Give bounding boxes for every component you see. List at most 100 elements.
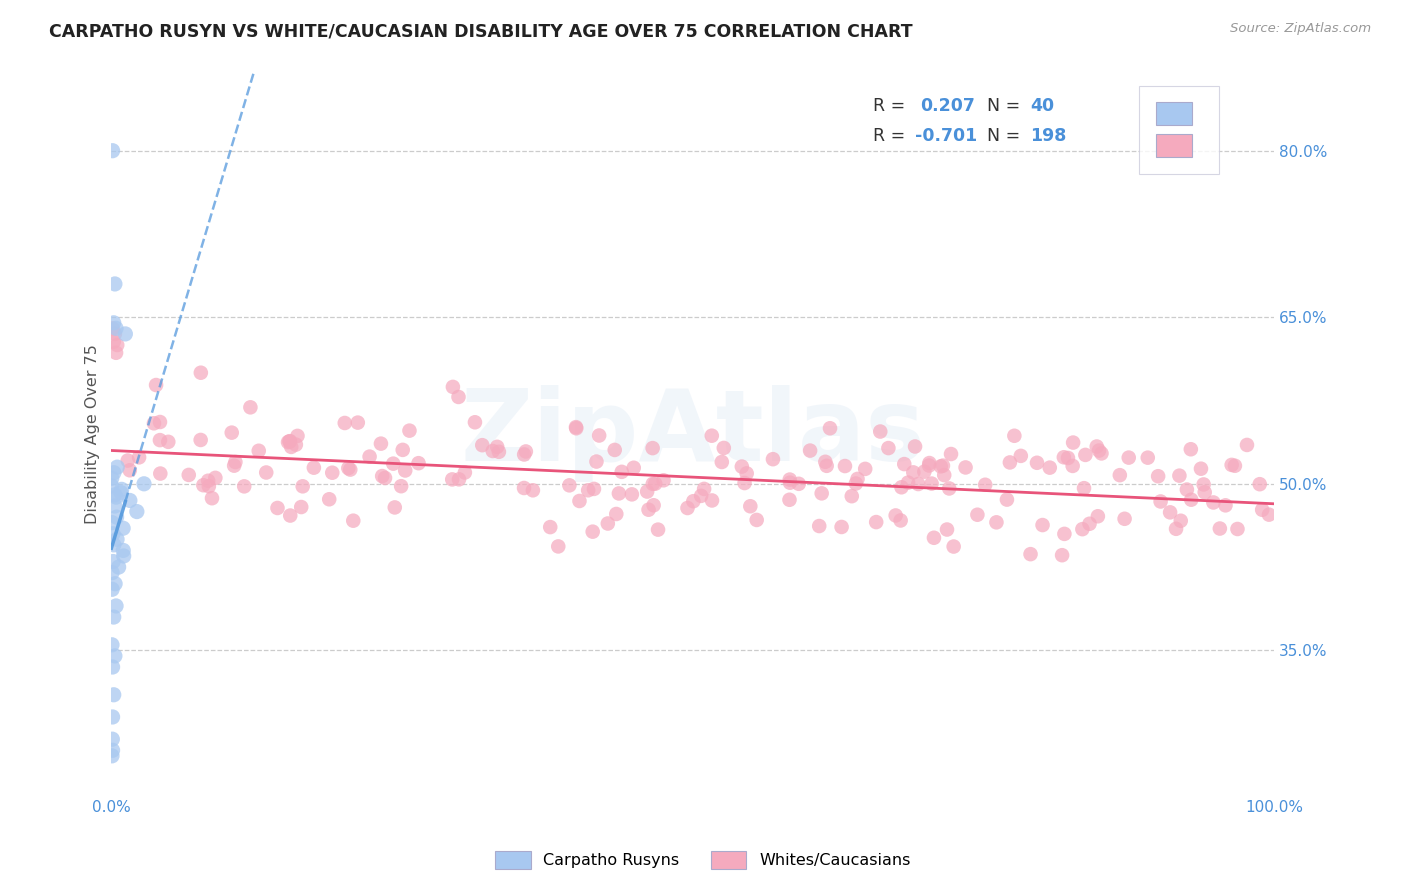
Point xyxy=(929,459,952,474)
Point xyxy=(918,456,941,470)
Point xyxy=(105,533,128,547)
Point xyxy=(359,450,381,464)
Point xyxy=(513,448,536,462)
Point xyxy=(104,326,127,341)
Point xyxy=(877,441,900,455)
Point xyxy=(101,710,124,724)
Point xyxy=(700,428,723,442)
Point xyxy=(1071,522,1094,536)
Point xyxy=(799,443,821,458)
Point xyxy=(1223,458,1246,473)
Point xyxy=(204,471,226,485)
Point xyxy=(647,523,669,537)
Point xyxy=(607,486,630,500)
Point xyxy=(112,549,135,563)
Point xyxy=(853,462,876,476)
Text: 40: 40 xyxy=(1031,97,1054,115)
Point xyxy=(337,461,360,475)
Point xyxy=(101,566,124,580)
Point xyxy=(641,441,664,455)
Point xyxy=(1050,548,1073,562)
Point xyxy=(731,459,754,474)
Point xyxy=(1053,450,1076,465)
Point xyxy=(1159,505,1181,519)
Point xyxy=(101,526,124,541)
Point xyxy=(762,452,785,467)
Point xyxy=(193,478,215,492)
Point xyxy=(118,463,141,477)
Point xyxy=(918,458,941,473)
Point xyxy=(105,510,128,524)
Point xyxy=(321,466,343,480)
Text: CARPATHO RUSYN VS WHITE/CAUCASIAN DISABILITY AGE OVER 75 CORRELATION CHART: CARPATHO RUSYN VS WHITE/CAUCASIAN DISABI… xyxy=(49,22,912,40)
Point xyxy=(890,480,912,494)
Point xyxy=(907,477,929,491)
Point xyxy=(149,467,172,481)
Point xyxy=(934,468,956,483)
Point xyxy=(1215,499,1237,513)
Point xyxy=(846,472,869,486)
Point xyxy=(149,433,172,447)
Point xyxy=(107,560,129,574)
Point xyxy=(565,421,588,435)
Point xyxy=(1085,440,1108,454)
Point xyxy=(105,599,128,613)
Point xyxy=(652,473,675,487)
Point xyxy=(932,458,955,473)
Point xyxy=(333,416,356,430)
Point xyxy=(1087,509,1109,524)
Point xyxy=(682,494,704,508)
Point xyxy=(808,519,831,533)
Point xyxy=(101,582,124,597)
Point xyxy=(447,472,470,486)
Point xyxy=(538,520,561,534)
Text: 198: 198 xyxy=(1031,128,1067,145)
Point xyxy=(623,460,645,475)
Point xyxy=(201,491,224,506)
Point xyxy=(441,380,464,394)
Point xyxy=(644,476,666,491)
Point xyxy=(1053,527,1076,541)
Point xyxy=(620,487,643,501)
Point xyxy=(1258,508,1281,522)
Point xyxy=(1189,461,1212,475)
Point xyxy=(603,442,626,457)
Y-axis label: Disability Age Over 75: Disability Age Over 75 xyxy=(86,344,100,524)
Point xyxy=(105,460,128,475)
Point xyxy=(488,445,510,459)
Point xyxy=(831,520,853,534)
Point xyxy=(1031,518,1053,533)
Point xyxy=(128,450,150,465)
Point xyxy=(125,505,148,519)
Point xyxy=(441,472,464,486)
Point xyxy=(779,475,801,490)
Point xyxy=(1168,468,1191,483)
Point xyxy=(1118,450,1140,465)
Point xyxy=(515,444,537,458)
Point xyxy=(897,475,920,490)
Point xyxy=(558,478,581,492)
Text: -0.701: -0.701 xyxy=(915,128,977,145)
Point xyxy=(101,732,124,747)
Point xyxy=(834,458,856,473)
Point xyxy=(1164,522,1187,536)
Point xyxy=(290,500,312,514)
Point xyxy=(787,476,810,491)
Point xyxy=(100,479,122,493)
Point xyxy=(643,498,665,512)
Point xyxy=(198,479,221,493)
Point xyxy=(636,484,658,499)
Point xyxy=(912,465,935,479)
Point xyxy=(610,465,633,479)
Point xyxy=(582,524,605,539)
Point xyxy=(779,492,801,507)
Point xyxy=(233,479,256,493)
Point xyxy=(157,434,180,449)
Point xyxy=(904,440,927,454)
Point xyxy=(239,401,262,415)
Point xyxy=(513,481,536,495)
Point xyxy=(221,425,243,440)
Point xyxy=(974,477,997,491)
Point xyxy=(713,441,735,455)
Point xyxy=(582,482,605,496)
